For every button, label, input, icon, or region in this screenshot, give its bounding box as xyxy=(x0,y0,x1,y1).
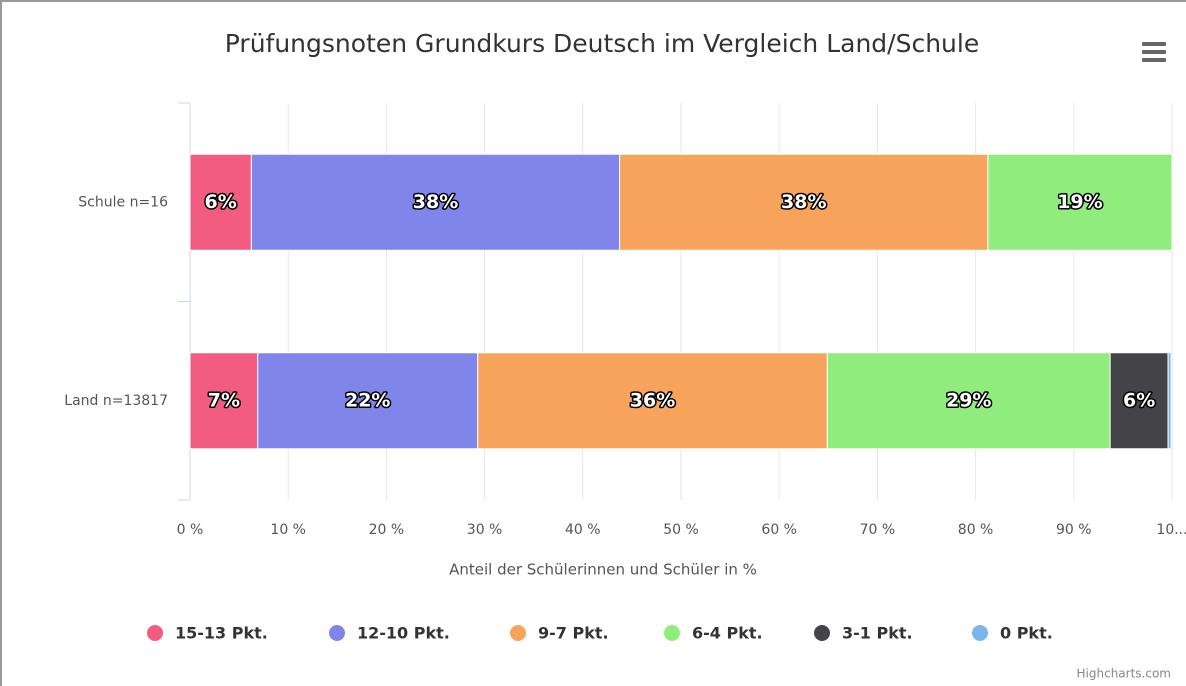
bar-segment xyxy=(1109,352,1169,450)
x-tick-label: 40 % xyxy=(565,522,601,538)
x-tick-label: 10... xyxy=(1156,522,1186,538)
bar-segment xyxy=(189,352,259,450)
legend-symbol xyxy=(510,625,526,641)
data-label: 29% xyxy=(946,389,991,411)
data-label: 38% xyxy=(413,191,458,213)
y-tick-label: Schule n=16 xyxy=(78,194,168,210)
legend-symbol xyxy=(147,625,163,641)
legend-label: 15-13 Pkt. xyxy=(175,624,268,643)
credits: Highcharts.com xyxy=(1077,667,1171,681)
bar-segment xyxy=(619,153,989,251)
data-label: 6% xyxy=(205,191,237,213)
legend-label: 3-1 Pkt. xyxy=(842,624,913,643)
x-tick-label: 0 % xyxy=(177,522,204,538)
legend-symbol xyxy=(814,625,830,641)
y-tick-label: Land n=13817 xyxy=(64,393,168,409)
x-tick-label: 60 % xyxy=(761,522,797,538)
x-tick-label: 50 % xyxy=(663,522,699,538)
legend-label: 0 Pkt. xyxy=(1000,624,1053,643)
legend-symbol xyxy=(664,625,680,641)
bar-segment xyxy=(987,153,1173,251)
x-tick-label: 30 % xyxy=(467,522,503,538)
x-tick-label: 20 % xyxy=(369,522,405,538)
data-label: 7% xyxy=(208,389,240,411)
x-tick-label: 80 % xyxy=(958,522,994,538)
bar-segment xyxy=(257,352,479,450)
chart-title: Prüfungsnoten Grundkurs Deutsch im Vergl… xyxy=(225,29,979,58)
data-label: 22% xyxy=(345,389,390,411)
bar-segment xyxy=(1167,352,1172,450)
legend-label: 6-4 Pkt. xyxy=(692,624,763,643)
x-tick-label: 90 % xyxy=(1056,522,1092,538)
data-label: 38% xyxy=(781,191,826,213)
x-tick-label: 70 % xyxy=(860,522,896,538)
bar-segment xyxy=(477,352,828,450)
bar-segment xyxy=(189,153,252,251)
legend-symbol xyxy=(329,625,345,641)
x-axis-title: Anteil der Schülerinnen und Schüler in % xyxy=(449,561,757,579)
legend-symbol xyxy=(972,625,988,641)
legend-label: 12-10 Pkt. xyxy=(357,624,450,643)
legend-label: 9-7 Pkt. xyxy=(538,624,609,643)
data-label: 36% xyxy=(630,389,675,411)
data-label: 6% xyxy=(1123,389,1155,411)
menu-button[interactable] xyxy=(1142,42,1166,62)
data-label: 19% xyxy=(1057,191,1102,213)
x-tick-label: 10 % xyxy=(270,522,306,538)
bar-segment xyxy=(826,352,1111,450)
